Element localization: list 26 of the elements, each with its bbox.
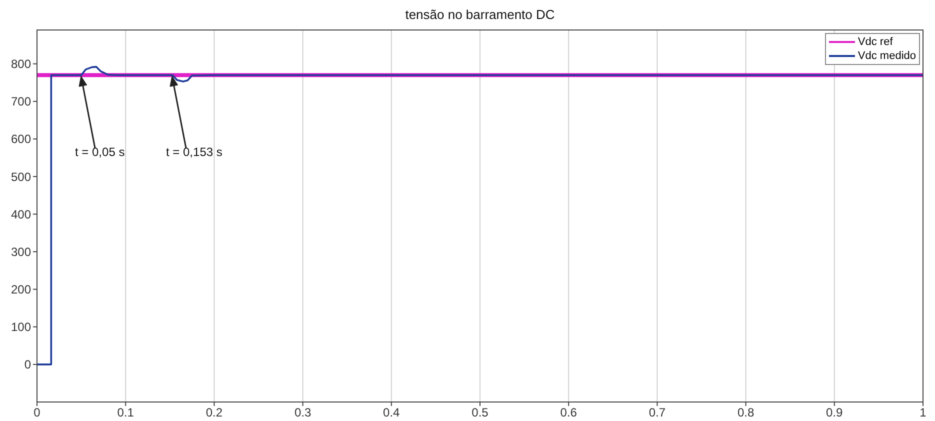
x-tick-label: 0.6 [560,406,578,420]
x-tick-label: 0.3 [294,406,312,420]
line-series [37,66,923,366]
y-tick-label: 300 [10,244,32,259]
y-tick-label: 700 [10,94,32,109]
y-tick-label: 0 [24,358,32,372]
legend-label: Vdc medido [858,49,916,63]
y-tick-label: 500 [10,170,32,184]
y-tick-label: 200 [10,282,32,297]
x-tick-label: 0 [34,406,41,420]
x-tick-label: 0.1 [117,406,134,420]
x-tick-label: 0.2 [206,406,223,420]
y-tick-label: 100 [10,320,32,334]
x-tick-label: 0.8 [737,406,754,420]
chart-title: tensão no barramento DC [404,7,556,22]
y-tick-label: 800 [10,57,32,72]
x-tick-label: 1 [920,406,927,420]
y-tick-label: 600 [10,132,32,146]
y-tick-label: 400 [10,207,32,222]
legend-label: Vdc ref [858,35,893,49]
x-tick-label: 0.5 [472,406,489,420]
annotation: t = 0,05 s [75,145,125,159]
annotation: t = 0,153 s [166,145,222,159]
x-tick-label: 0.7 [648,406,666,420]
x-tick-label: 0.9 [826,406,844,420]
x-tick-label: 0.4 [383,406,400,420]
